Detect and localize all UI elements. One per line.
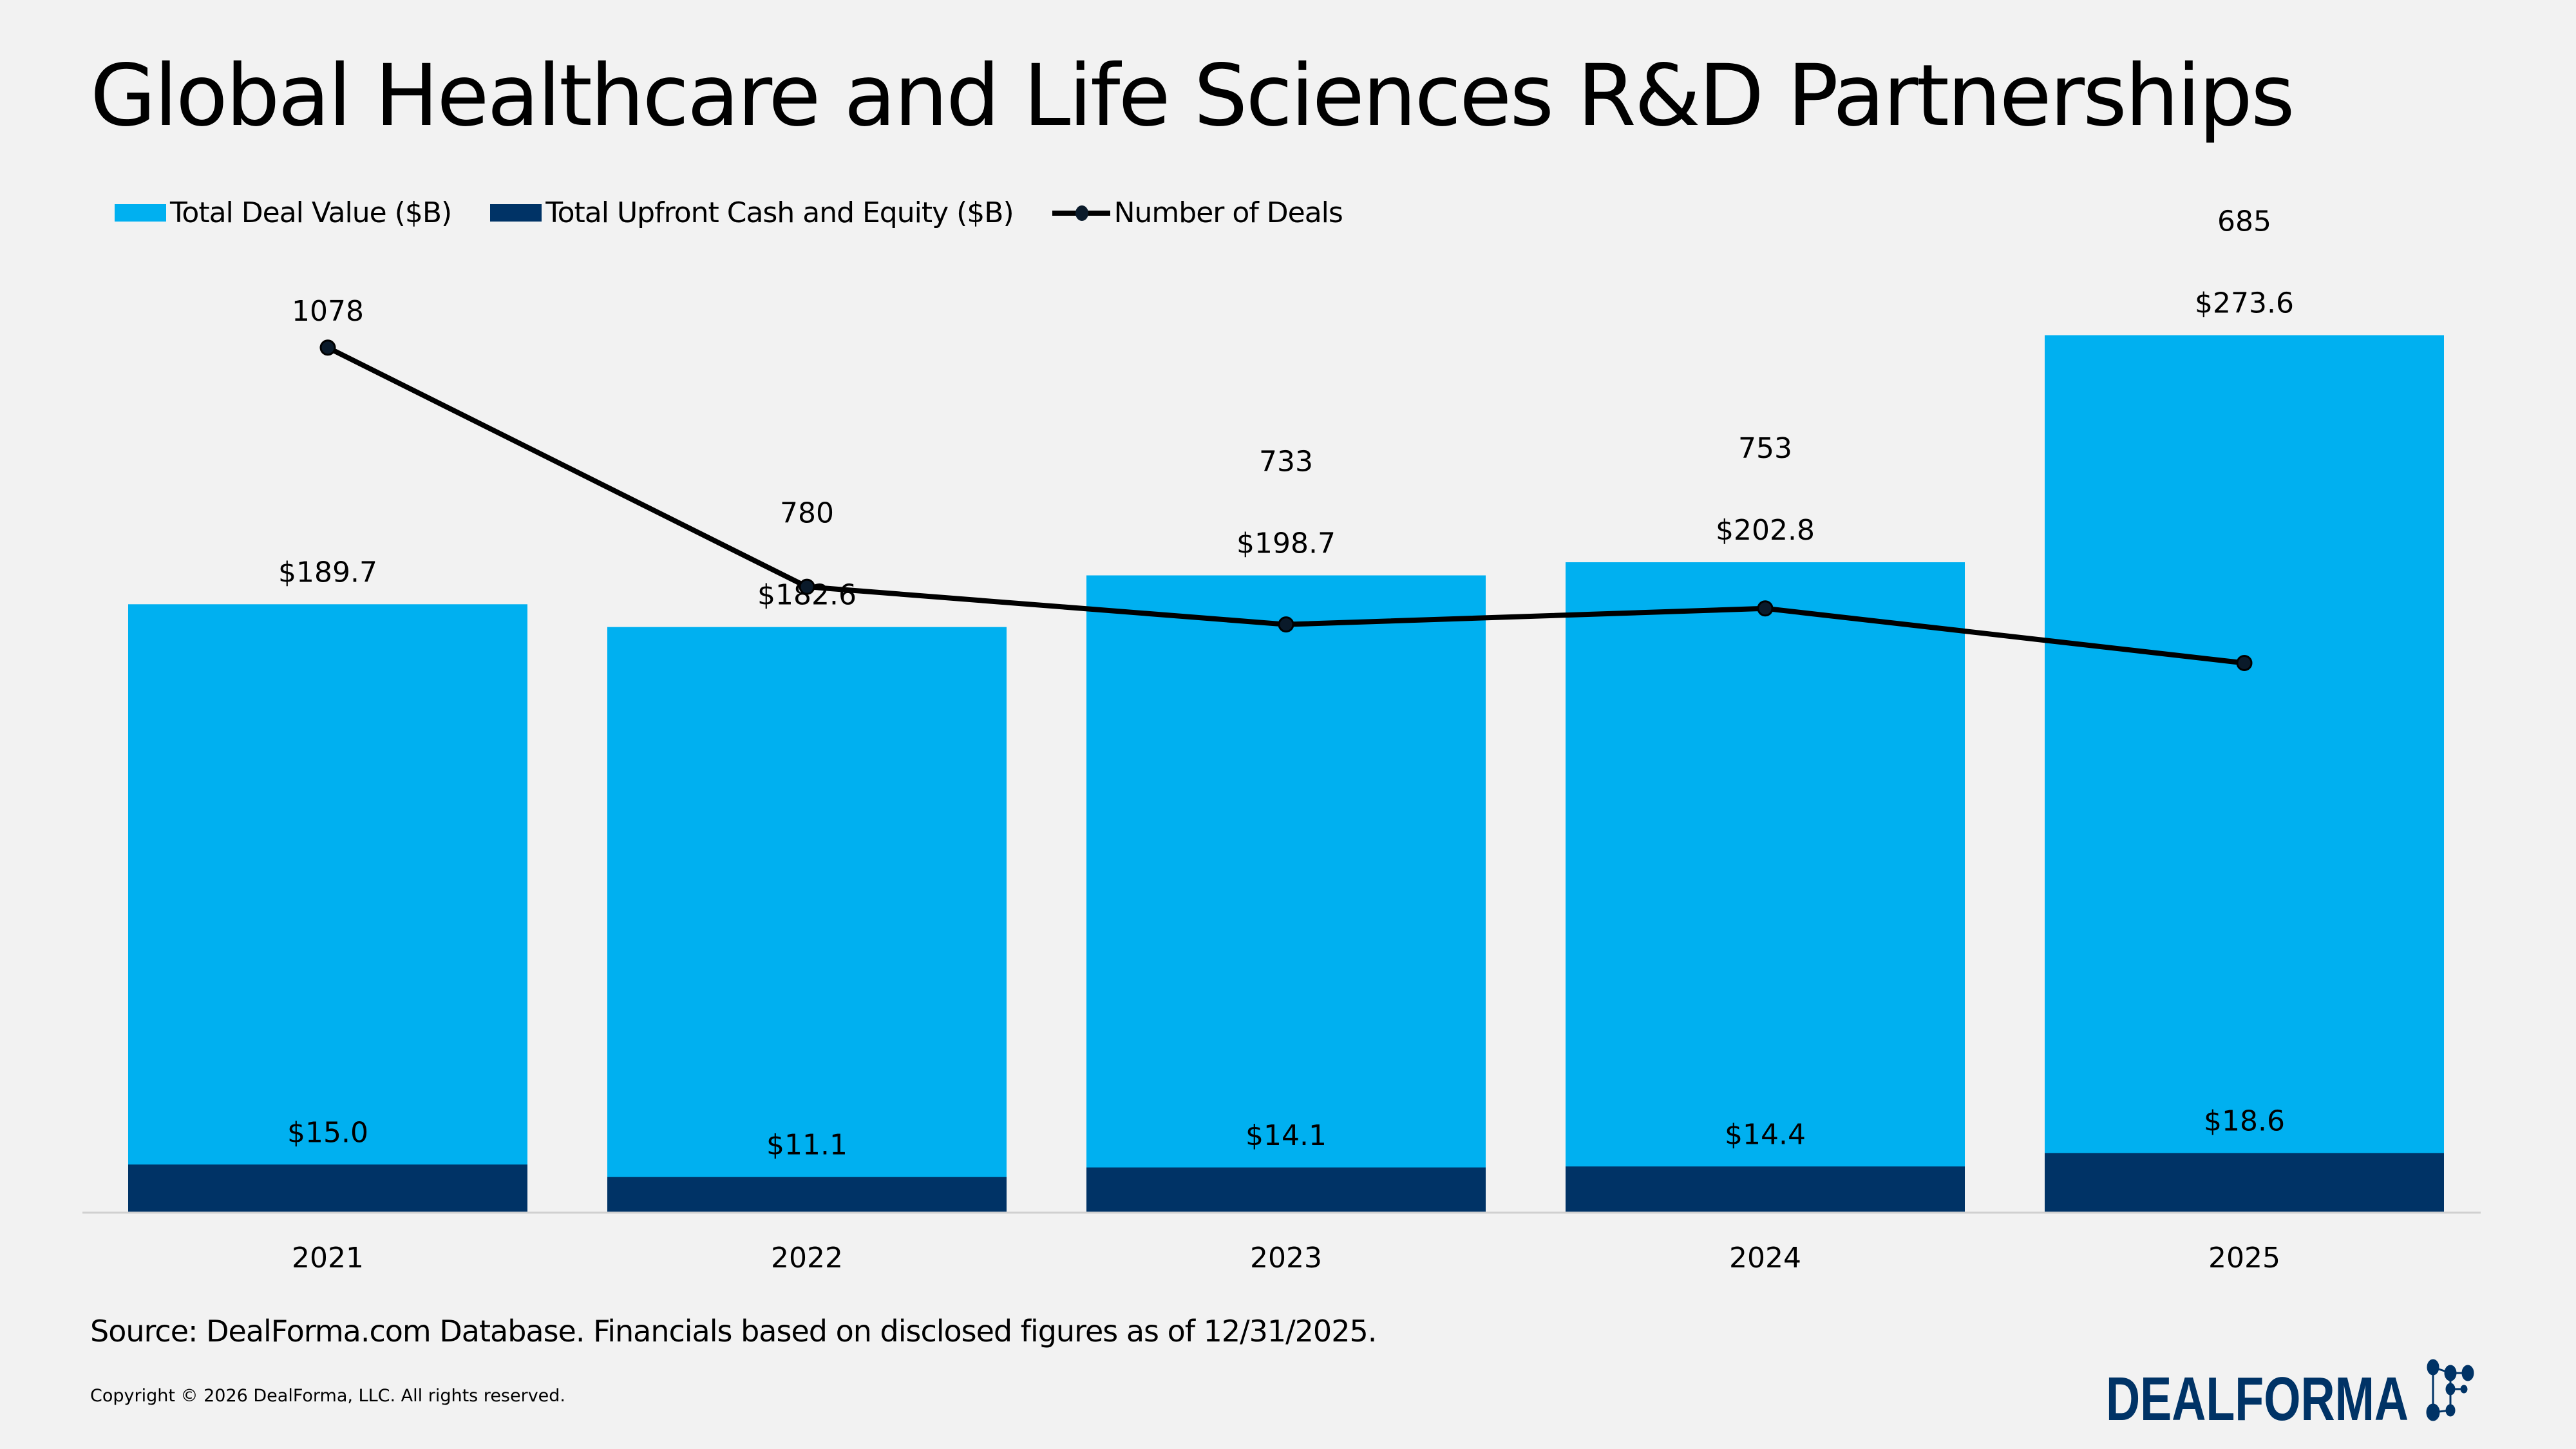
- deals-point-marker: [1757, 600, 1774, 617]
- legend-swatch-total: [115, 204, 166, 222]
- legend-swatch-upfront: [490, 204, 542, 222]
- legend-line-marker-icon: [1052, 205, 1110, 221]
- svg-text:DEALFORMA: DEALFORMA: [2106, 1365, 2409, 1426]
- bar-total-deal-value: [1566, 562, 1965, 1213]
- legend-label: Total Upfront Cash and Equity ($B): [545, 196, 1014, 229]
- bar-total-deal-value: [2045, 335, 2444, 1213]
- x-tick-label: 2025: [2208, 1242, 2280, 1274]
- data-label-total: $273.6: [2195, 287, 2294, 319]
- bar-total-deal-value: [1086, 575, 1486, 1213]
- data-label-deals: 1078: [292, 295, 364, 328]
- bar-upfront-cash: [2045, 1153, 2444, 1213]
- legend-label: Number of Deals: [1113, 196, 1343, 229]
- bar-total-deal-value: [607, 627, 1007, 1213]
- bar-upfront-cash: [1566, 1166, 1965, 1213]
- data-label-deals: 753: [1738, 432, 1792, 465]
- bar-upfront-cash: [1086, 1167, 1486, 1213]
- x-tick-label: 2023: [1250, 1242, 1322, 1274]
- data-label-upfront: $14.1: [1245, 1119, 1327, 1152]
- data-label-total: $189.7: [278, 556, 377, 589]
- bar-upfront-cash: [607, 1177, 1007, 1213]
- bar-total-deal-value: [128, 604, 527, 1213]
- data-label-total: $202.8: [1716, 514, 1815, 547]
- x-tick-label: 2021: [292, 1242, 364, 1274]
- legend-item-deals: Number of Deals: [1052, 196, 1343, 229]
- deals-point-marker: [2236, 654, 2253, 671]
- bar-upfront-cash: [128, 1164, 527, 1213]
- chart-title: Global Healthcare and Life Sciences R&D …: [90, 46, 2295, 146]
- data-label-upfront: $15.0: [287, 1116, 368, 1149]
- x-tick-label: 2022: [771, 1242, 843, 1274]
- legend-item-total-deal-value: Total Deal Value ($B): [115, 196, 452, 229]
- data-label-upfront: $14.4: [1725, 1118, 1806, 1151]
- data-label-deals: 733: [1259, 445, 1313, 478]
- legend-label: Total Deal Value ($B): [170, 196, 452, 229]
- data-label-deals: 685: [2217, 205, 2271, 238]
- legend: Total Deal Value ($B) Total Upfront Cash…: [115, 196, 1381, 229]
- deals-point-marker: [1278, 616, 1294, 633]
- x-tick-label: 2024: [1729, 1242, 1801, 1274]
- data-label-upfront: $18.6: [2204, 1104, 2285, 1137]
- source-note: Source: DealForma.com Database. Financia…: [90, 1314, 1377, 1349]
- data-label-deals: 780: [780, 497, 834, 530]
- data-label-upfront: $11.1: [766, 1129, 848, 1162]
- deals-point-marker: [799, 578, 815, 595]
- copyright: Copyright © 2026 DealForma, LLC. All rig…: [90, 1386, 566, 1406]
- dealforma-logo: DEALFORMA: [2106, 1359, 2474, 1426]
- deals-point-marker: [319, 339, 336, 356]
- data-label-total: $198.7: [1236, 527, 1336, 560]
- legend-item-upfront: Total Upfront Cash and Equity ($B): [490, 196, 1014, 229]
